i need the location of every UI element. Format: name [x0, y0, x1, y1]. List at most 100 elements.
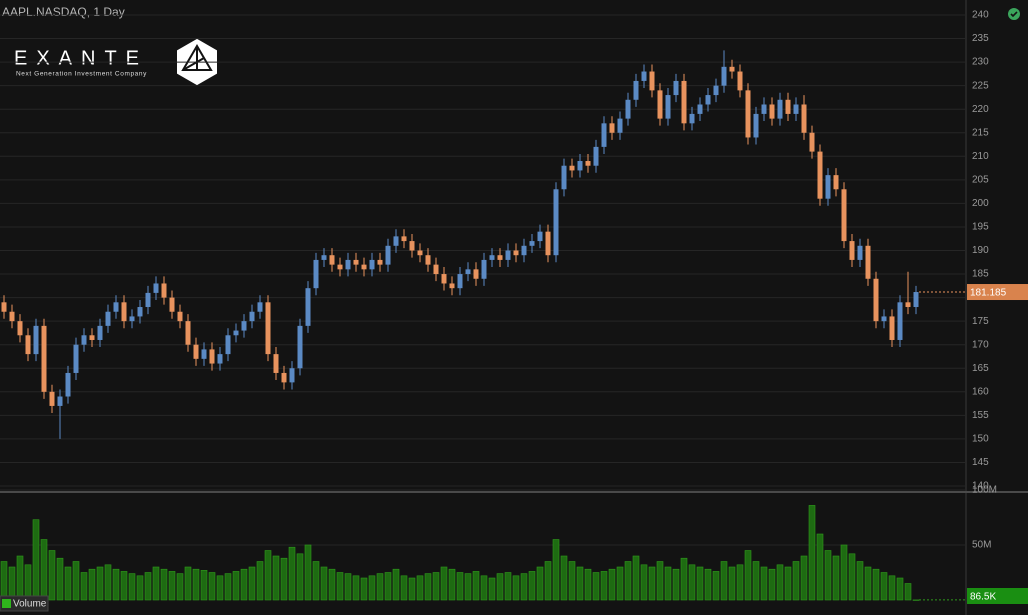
candle-body	[137, 307, 143, 317]
candle-body	[417, 250, 423, 256]
candle-body	[761, 104, 767, 114]
candle-body	[1, 302, 7, 312]
candle-body	[713, 85, 719, 96]
volume-bar	[40, 539, 48, 601]
volume-bar	[488, 577, 496, 601]
y-tick-label: 175	[972, 316, 989, 327]
volume-bar	[648, 566, 656, 601]
volume-bar	[760, 566, 768, 601]
volume-bar	[704, 568, 712, 601]
volume-bar	[224, 573, 232, 601]
candle-body	[49, 391, 55, 406]
y-tick-label: 220	[972, 104, 989, 115]
candle-body	[905, 302, 911, 308]
volume-bar	[608, 568, 616, 601]
volume-bar	[504, 572, 512, 601]
candle-body	[409, 241, 415, 251]
volume-tick-label: 50M	[972, 540, 991, 551]
volume-bar	[448, 568, 456, 601]
candle-body	[753, 113, 759, 138]
volume-bar	[656, 561, 664, 601]
candle-body	[57, 396, 63, 406]
candle-body	[545, 231, 551, 256]
candle-body	[673, 80, 679, 96]
candle-body	[217, 354, 223, 364]
volume-bar	[560, 555, 568, 601]
candle-body	[425, 255, 431, 265]
last-price-box	[967, 284, 1028, 301]
volume-bar	[568, 561, 576, 601]
candle-body	[145, 292, 151, 308]
candle-body	[177, 311, 183, 322]
candle-body	[529, 241, 535, 246]
volume-bar	[264, 550, 272, 601]
candle-body	[561, 165, 567, 190]
volume-bar	[136, 575, 144, 601]
volume-bar	[720, 561, 728, 601]
candle-body	[209, 349, 215, 364]
candle-body	[289, 368, 295, 383]
volume-bar	[56, 557, 64, 601]
candle-body	[73, 344, 79, 373]
volume-bar	[864, 566, 872, 601]
candle-body	[41, 325, 47, 392]
candle-body	[697, 104, 703, 114]
y-tick-label: 200	[972, 198, 989, 209]
candle-body	[729, 66, 735, 72]
volume-bar	[688, 564, 696, 601]
candle-body	[321, 255, 327, 260]
volume-bar	[80, 572, 88, 601]
volume-bar	[512, 575, 520, 601]
volume-bar	[456, 572, 464, 601]
volume-bar	[304, 544, 312, 601]
candle-body	[745, 90, 751, 138]
volume-bar	[32, 519, 40, 601]
y-tick-label: 190	[972, 245, 989, 256]
volume-bar	[544, 561, 552, 601]
volume-bar	[336, 572, 344, 601]
volume-bars	[0, 505, 920, 601]
volume-bar	[384, 572, 392, 601]
volume-bar	[184, 566, 192, 601]
candle-body	[129, 316, 135, 322]
volume-bar	[432, 572, 440, 601]
candle-body	[361, 264, 367, 270]
candle-body	[737, 71, 743, 91]
volume-bar	[696, 566, 704, 601]
status-check	[1010, 11, 1018, 18]
y-tick-label: 165	[972, 363, 989, 374]
candle-body	[433, 264, 439, 275]
candle-body	[641, 71, 647, 81]
volume-bar	[72, 561, 80, 601]
candle-body	[153, 283, 159, 293]
y-tick-label: 185	[972, 269, 989, 280]
candle-body	[633, 80, 639, 100]
volume-bar	[896, 577, 904, 601]
volume-bar	[584, 568, 592, 601]
y-tick-label: 210	[972, 151, 989, 162]
volume-bar	[536, 566, 544, 601]
volume-bar	[400, 575, 408, 601]
candle-body	[329, 255, 335, 265]
candle-body	[625, 99, 631, 119]
volume-bar	[208, 572, 216, 601]
candle-body	[569, 165, 575, 171]
volume-bar	[280, 557, 288, 601]
candle-body	[393, 236, 399, 246]
volume-bar	[120, 571, 128, 601]
candle-body	[689, 113, 695, 124]
volume-bar	[680, 557, 688, 601]
volume-bar	[16, 555, 24, 601]
candle-body	[17, 321, 23, 336]
volume-bar	[112, 568, 120, 601]
volume-bar	[616, 566, 624, 601]
candle-body	[865, 245, 871, 279]
volume-bar	[776, 564, 784, 601]
candle-body	[873, 278, 879, 322]
last-price-label: 181.185	[970, 288, 1007, 299]
candle-body	[81, 335, 87, 345]
candle-body	[105, 311, 111, 326]
candle-body	[169, 297, 175, 312]
